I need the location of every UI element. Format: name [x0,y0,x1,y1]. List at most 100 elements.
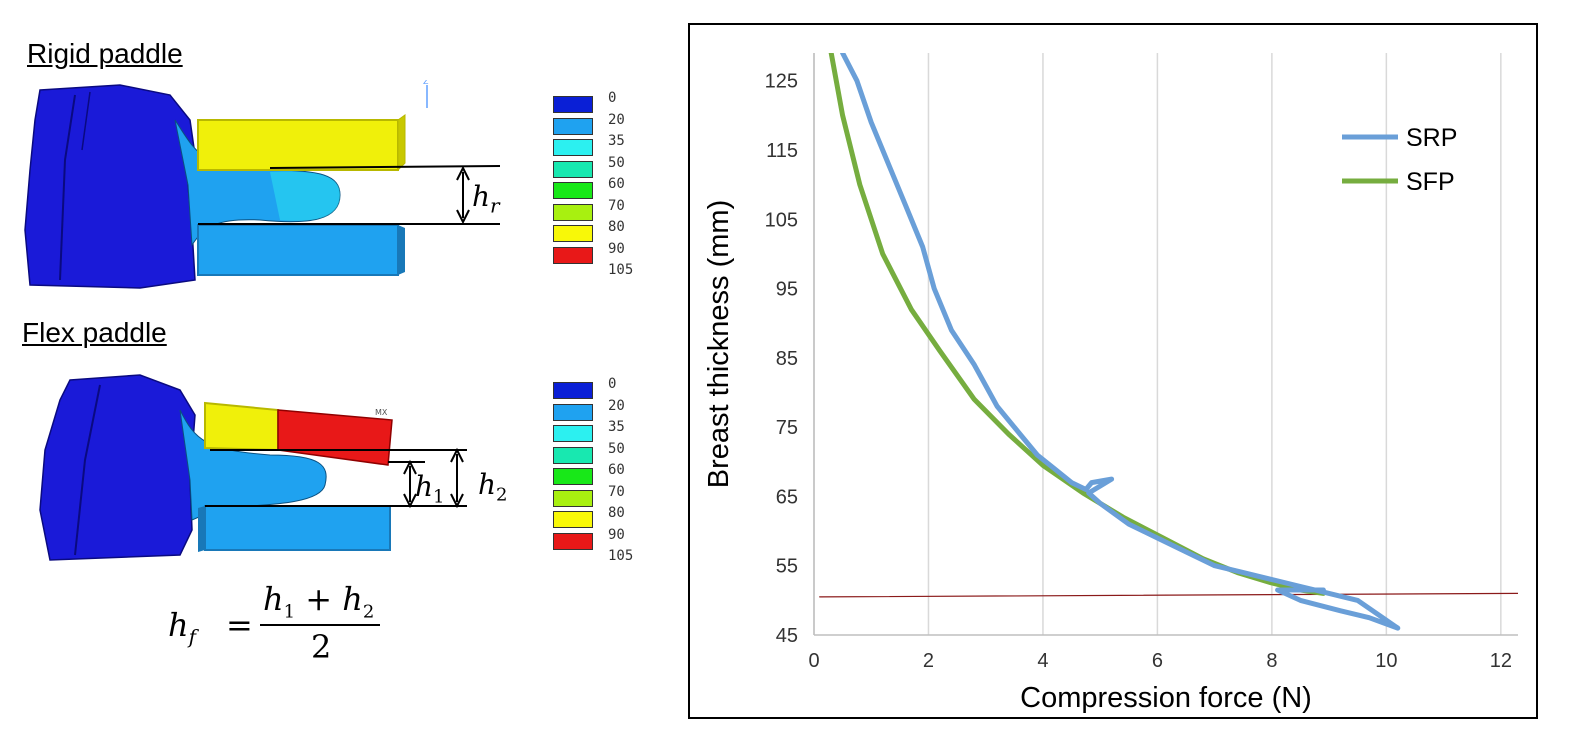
flex-paddle-model: MX [39,374,467,561]
rigid-gap-arrowhead-bottom [456,209,470,225]
rigid-breast-fold [59,94,76,281]
x-tick-label: 2 [923,650,934,672]
thickness-force-chart: 0 2 4 6 8 10 12 45 55 65 75 85 95 105 115 125 Compressio… [703,53,1518,714]
rigid-legend-label: 60 [608,176,625,192]
flex-breast-fold [74,384,101,556]
flex-legend-swatch [553,425,593,442]
flex-legend-label: 60 [608,462,625,478]
rigid-upper-paddle [197,119,399,171]
flex-breast-body [39,374,196,561]
formula-equals: = [226,606,253,644]
y-tick-label: 45 [776,625,798,647]
flex-legend-swatch [553,532,593,550]
reference-line [819,592,1518,598]
flex-gap1-arrowhead-bottom [403,493,417,509]
x-tick-label: 6 [1152,650,1163,672]
rigid-upper-paddle-edge [397,114,406,172]
x-tick-label: 12 [1490,650,1512,672]
flex-gap2-var: h [478,468,497,501]
legend-label-sfp: SFP [1406,168,1455,196]
flex-gap1-label: h1 [415,470,445,508]
chart-frame: 0 2 4 6 8 10 12 45 55 65 75 85 95 105 115 125 Compressio… [688,23,1538,719]
flex-gap1-var: h [415,470,434,503]
formula-num-a: h [263,580,284,618]
rigid-breast-tip [270,171,340,221]
y-tick-label: 105 [765,209,798,231]
flex-legend-label: 35 [608,419,625,435]
flex-lower-plate [204,505,391,551]
rigid-legend-swatch [553,203,593,221]
rigid-gap-var: h [472,180,491,213]
rigid-legend-label: 35 [608,133,625,149]
flex-legend-label: 90 [608,526,625,543]
flex-legend-swatch [553,382,593,399]
rigid-paddle-model: Z [24,80,501,289]
rigid-legend-swatch [553,160,593,178]
rigid-legend-swatch [553,225,593,242]
formula-lhs: hf [168,606,196,648]
flex-legend-label: 70 [608,483,625,500]
rigid-legend-label: 90 [608,240,625,257]
flex-upper-paddle-red [277,409,393,466]
x-axis-title: Compression force (N) [1020,682,1312,714]
flex-gap2-sub: 2 [496,484,508,506]
rigid-legend-label: 20 [608,111,625,128]
x-tick-label: 4 [1037,650,1048,672]
rigid-lower-plate-edge [398,225,405,275]
x-tick-label: 8 [1266,650,1277,672]
rigid-legend-label: 0 [608,90,617,106]
legend-label-srp: SRP [1406,124,1457,152]
flex-legend-swatch [553,511,593,528]
y-tick-label: 55 [776,556,798,578]
x-tick-label: 10 [1375,650,1397,672]
flex-gap2-arrowhead-top [450,447,464,463]
flex-color-legend: 0 20 35 50 60 70 80 90 105 [553,376,683,564]
rigid-breast-fold-2 [81,91,91,151]
rigid-legend-swatch [553,96,593,113]
rigid-legend-label: 105 [608,262,634,278]
formula-num-b-sub: 2 [362,601,375,623]
rigid-lower-plate [197,224,399,276]
flex-gap2-arrowhead-bottom [450,493,464,509]
rigid-legend-label: 70 [608,197,625,214]
rigid-legend-swatch [553,182,593,199]
flex-legend-swatch [553,468,593,485]
rigid-gap-arrowhead-top [456,165,470,181]
y-tick-label: 75 [776,417,798,439]
series-srp-line [840,53,1401,631]
flex-legend-label: 50 [608,440,625,457]
flex-legend-swatch [553,403,593,421]
y-tick-label: 65 [776,486,798,508]
rigid-legend-label: 80 [608,219,625,235]
flex-lower-plate-edge [198,506,205,552]
flex-gap1-arrowhead-top [403,459,417,475]
axis-triad-letter: Z [423,80,429,86]
rigid-paddle-title: Rigid paddle [27,38,183,69]
mx-marker: MX [375,408,388,417]
flex-gap1-sub: 1 [433,486,445,508]
rigid-color-legend: 0 20 35 50 60 70 80 90 105 [553,90,683,278]
formula-fraction-bar [260,624,380,626]
series-sfp-line [828,53,1326,596]
rigid-legend-label: 50 [608,154,625,171]
formula-num-b: h [342,580,363,618]
rigid-legend-swatch [553,246,593,264]
y-tick-label: 85 [776,348,798,370]
formula-num-a-sub: 1 [283,601,296,623]
y-tick-label: 115 [766,140,798,162]
x-tick-label: 0 [808,650,819,672]
flex-legend-label: 0 [608,376,617,392]
y-tick-label: 95 [776,279,798,301]
thickness-formula: hf = h1 + h2 2 [168,580,398,668]
formula-lhs-var: h [168,606,189,644]
rigid-legend-swatch [553,139,593,156]
flex-legend-label: 105 [608,548,634,564]
formula-lhs-sub: f [188,624,197,649]
flex-upper-paddle-yellow [204,401,279,452]
formula-plus: + [305,580,333,618]
flex-legend-swatch [553,446,593,464]
y-tick-label: 125 [765,71,798,93]
flex-legend-label: 20 [608,397,625,414]
flex-paddle-title: Flex paddle [22,317,167,348]
formula-denominator: 2 [311,628,332,666]
